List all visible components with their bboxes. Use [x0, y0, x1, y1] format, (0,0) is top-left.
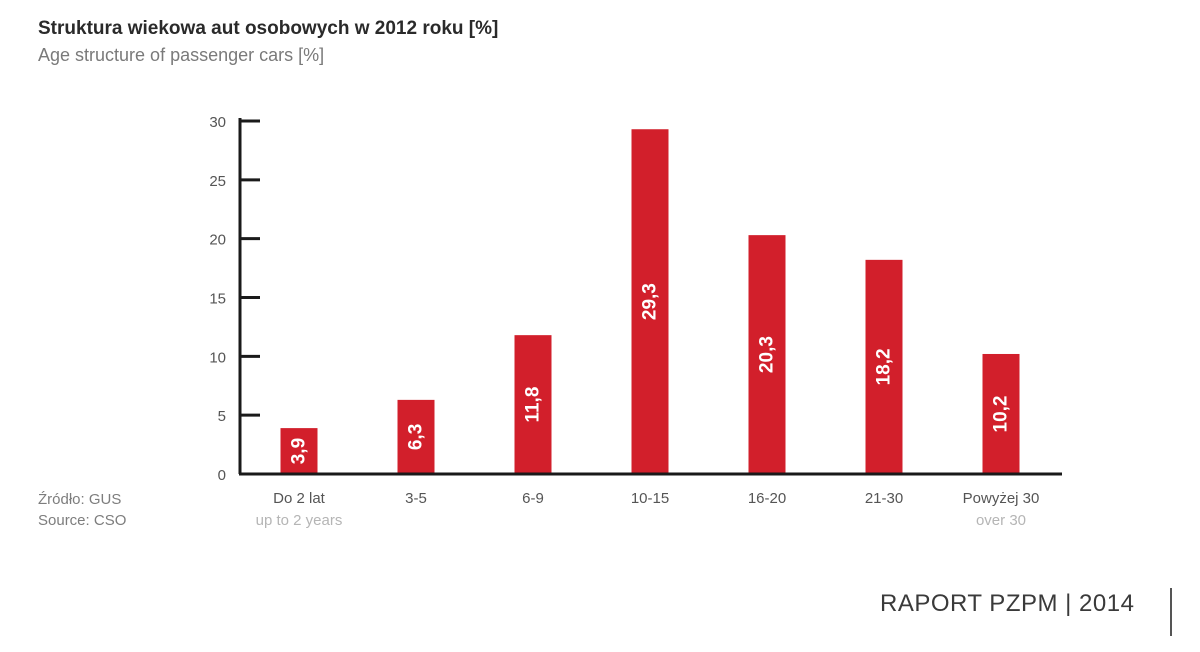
bar — [397, 399, 435, 474]
bar-value-label: 20,3 — [757, 336, 778, 373]
y-tick-label: 15 — [209, 291, 226, 308]
x-tick-label: 6-9 — [522, 490, 544, 507]
bar-value-label: 11,8 — [523, 387, 544, 423]
bar-value-label: 18,2 — [874, 348, 895, 385]
y-tick-label: 5 — [218, 408, 226, 425]
source-line-pl: Źródło: GUS — [38, 491, 122, 508]
y-tick-label: 25 — [209, 173, 226, 190]
y-tick-label: 20 — [209, 232, 226, 249]
x-tick-label: 10-15 — [631, 490, 669, 507]
bar-value-label: 3,9 — [289, 438, 310, 464]
chart-subtitle: Age structure of passenger cars [%] — [38, 45, 325, 65]
report-footer: RAPORT PZPM | 2014 — [880, 590, 1135, 617]
bar — [982, 353, 1020, 474]
bar-value-label: 10,2 — [991, 395, 1012, 432]
x-tick-label: Powyżej 30 — [963, 490, 1040, 507]
y-tick-label: 30 — [209, 114, 226, 131]
footer-rule — [1170, 588, 1172, 636]
x-tick-label: Do 2 lat — [273, 490, 326, 507]
source-line-en: Source: CSO — [38, 512, 127, 529]
x-tick-label: 3-5 — [405, 490, 427, 507]
source-note: Źródło: GUS Source: CSO — [38, 489, 126, 531]
chart-title: Struktura wiekowa aut osobowych w 2012 r… — [38, 18, 499, 39]
bar — [280, 428, 318, 474]
x-tick-sublabel: over 30 — [976, 512, 1026, 529]
x-tick-sublabel: up to 2 years — [256, 512, 343, 529]
bar — [514, 335, 552, 474]
bar — [865, 259, 903, 474]
y-tick-label: 0 — [218, 467, 226, 484]
bar — [631, 129, 669, 474]
y-tick-label: 10 — [209, 349, 226, 366]
x-tick-label: 16-20 — [748, 490, 786, 507]
bar-value-label: 29,3 — [640, 283, 661, 320]
bar — [748, 235, 786, 474]
x-tick-label: 21-30 — [865, 490, 903, 507]
bar-value-label: 6,3 — [406, 424, 427, 450]
